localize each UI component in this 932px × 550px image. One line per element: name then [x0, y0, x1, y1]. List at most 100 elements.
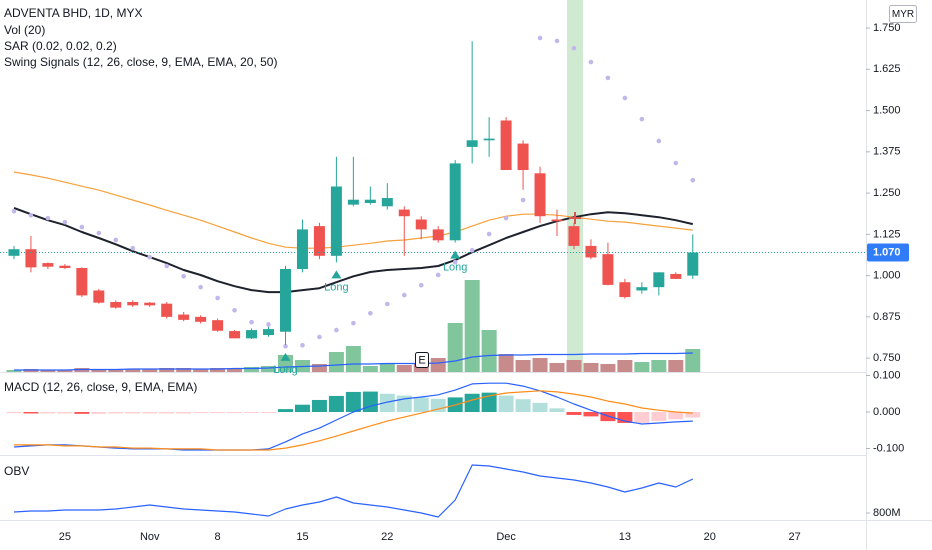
volume-bar — [227, 368, 243, 372]
macd-histogram-bar — [142, 412, 158, 414]
candle-body — [110, 302, 122, 308]
volume-bar — [210, 368, 226, 372]
sar-dot — [605, 75, 611, 81]
candle-body — [127, 302, 139, 306]
sar-dot — [96, 230, 102, 236]
candle-body — [636, 287, 648, 291]
volume-bar — [396, 365, 412, 372]
x-tick-label: 27 — [788, 531, 800, 543]
macd-histogram-bar — [125, 412, 141, 414]
sar-dot — [317, 334, 322, 340]
volume-bar — [583, 363, 599, 372]
macd-histogram-bar — [6, 412, 22, 414]
macd-histogram-bar — [277, 409, 293, 413]
x-tick-label: Nov — [140, 531, 160, 543]
macd-histogram-bar — [464, 393, 480, 413]
candle-body — [415, 219, 427, 230]
macd-line — [13, 382, 693, 451]
sar-dot — [418, 282, 424, 288]
macd-histogram-bar — [159, 412, 175, 414]
candle-body — [263, 329, 275, 336]
sar-dot — [232, 307, 237, 313]
marks: 0.750 0.875 1.000 1.125 1.250 1.375 1.500 1.625… — [0, 22, 909, 543]
y-tick-label: 1.375 — [873, 146, 901, 158]
sar-dot — [79, 224, 85, 230]
macd-histogram-bar — [57, 412, 73, 414]
sar-dot — [45, 215, 51, 221]
sar-dot — [62, 219, 68, 225]
sar-dot — [401, 292, 407, 298]
macd-histogram-bar — [498, 395, 514, 413]
signal-cross — [569, 212, 581, 224]
earnings-label: E — [418, 354, 425, 366]
candle-body — [687, 252, 699, 276]
sar-dot — [28, 212, 34, 218]
candle-body — [313, 226, 325, 256]
macd-histogram-bar — [193, 412, 209, 414]
y-tick-label: 1.500 — [873, 104, 901, 116]
candle-body — [551, 219, 563, 222]
y-tick-label: 1.000 — [873, 270, 901, 282]
candle-body — [449, 163, 461, 241]
macd-histogram-bar — [210, 412, 226, 414]
candle-body — [93, 290, 105, 303]
macd-histogram-bar — [583, 412, 599, 417]
sar-dot — [215, 295, 220, 301]
sar-dot — [469, 247, 475, 253]
candle-body — [296, 229, 308, 270]
sar-dot — [639, 116, 645, 122]
macd-histogram-bar — [379, 393, 395, 413]
sar-dot — [368, 310, 373, 316]
sar-dot — [385, 301, 390, 307]
macd-histogram-bar — [244, 412, 260, 414]
sar-dot — [690, 177, 696, 183]
sar-dot — [435, 272, 441, 278]
candle-body — [398, 209, 410, 217]
sar-dot — [266, 322, 271, 327]
signal-label: Long — [443, 262, 467, 274]
candle-body — [619, 282, 631, 298]
y-tick-label: 0.750 — [873, 352, 901, 364]
y-tick-label: 1.250 — [873, 187, 901, 199]
volume-bar — [566, 360, 582, 372]
macd-histogram-bar — [40, 412, 56, 414]
volume-bar — [6, 370, 22, 372]
sar-dot — [147, 254, 153, 260]
y-tick-label: -0.100 — [873, 442, 904, 454]
volume-bar — [57, 370, 73, 372]
signal-label: Long — [324, 281, 348, 293]
x-tick-label: 25 — [59, 531, 71, 543]
candle-body — [517, 143, 529, 170]
macd-histogram-bar — [481, 392, 497, 413]
sar-dot — [283, 343, 288, 349]
sar-dot — [520, 197, 526, 203]
currency-label: MYR — [892, 9, 914, 20]
sar-dot — [622, 95, 628, 101]
candle-body — [381, 198, 393, 207]
volume-bar — [261, 366, 277, 372]
volume-bar — [311, 364, 327, 372]
indicator-label: SAR (0.02, 0.02, 0.2) — [4, 39, 117, 53]
indicator-label: Swing Signals (12, 26, close, 9, EMA, EM… — [4, 55, 277, 69]
candle-body — [585, 245, 597, 258]
volume-bar — [244, 367, 260, 372]
macd-histogram-bar — [311, 399, 327, 413]
volume-ma-line — [14, 352, 693, 371]
candle-body — [347, 199, 359, 205]
volume-bar — [379, 364, 395, 372]
macd-histogram-bar — [345, 391, 361, 413]
volume-bar — [328, 352, 344, 372]
sar-dot — [198, 284, 203, 290]
volume-bar — [176, 368, 192, 372]
candle-body — [8, 249, 20, 256]
macd-histogram-bar — [74, 412, 90, 414]
x-tick-label: 22 — [381, 531, 393, 543]
candle-body — [229, 331, 241, 339]
x-tick-label: 15 — [296, 531, 308, 543]
candle-body — [212, 320, 224, 331]
volume-bar — [617, 360, 633, 372]
candle-body — [195, 316, 207, 322]
macd-histogram-bar — [91, 412, 107, 414]
volume-bar — [125, 369, 141, 372]
